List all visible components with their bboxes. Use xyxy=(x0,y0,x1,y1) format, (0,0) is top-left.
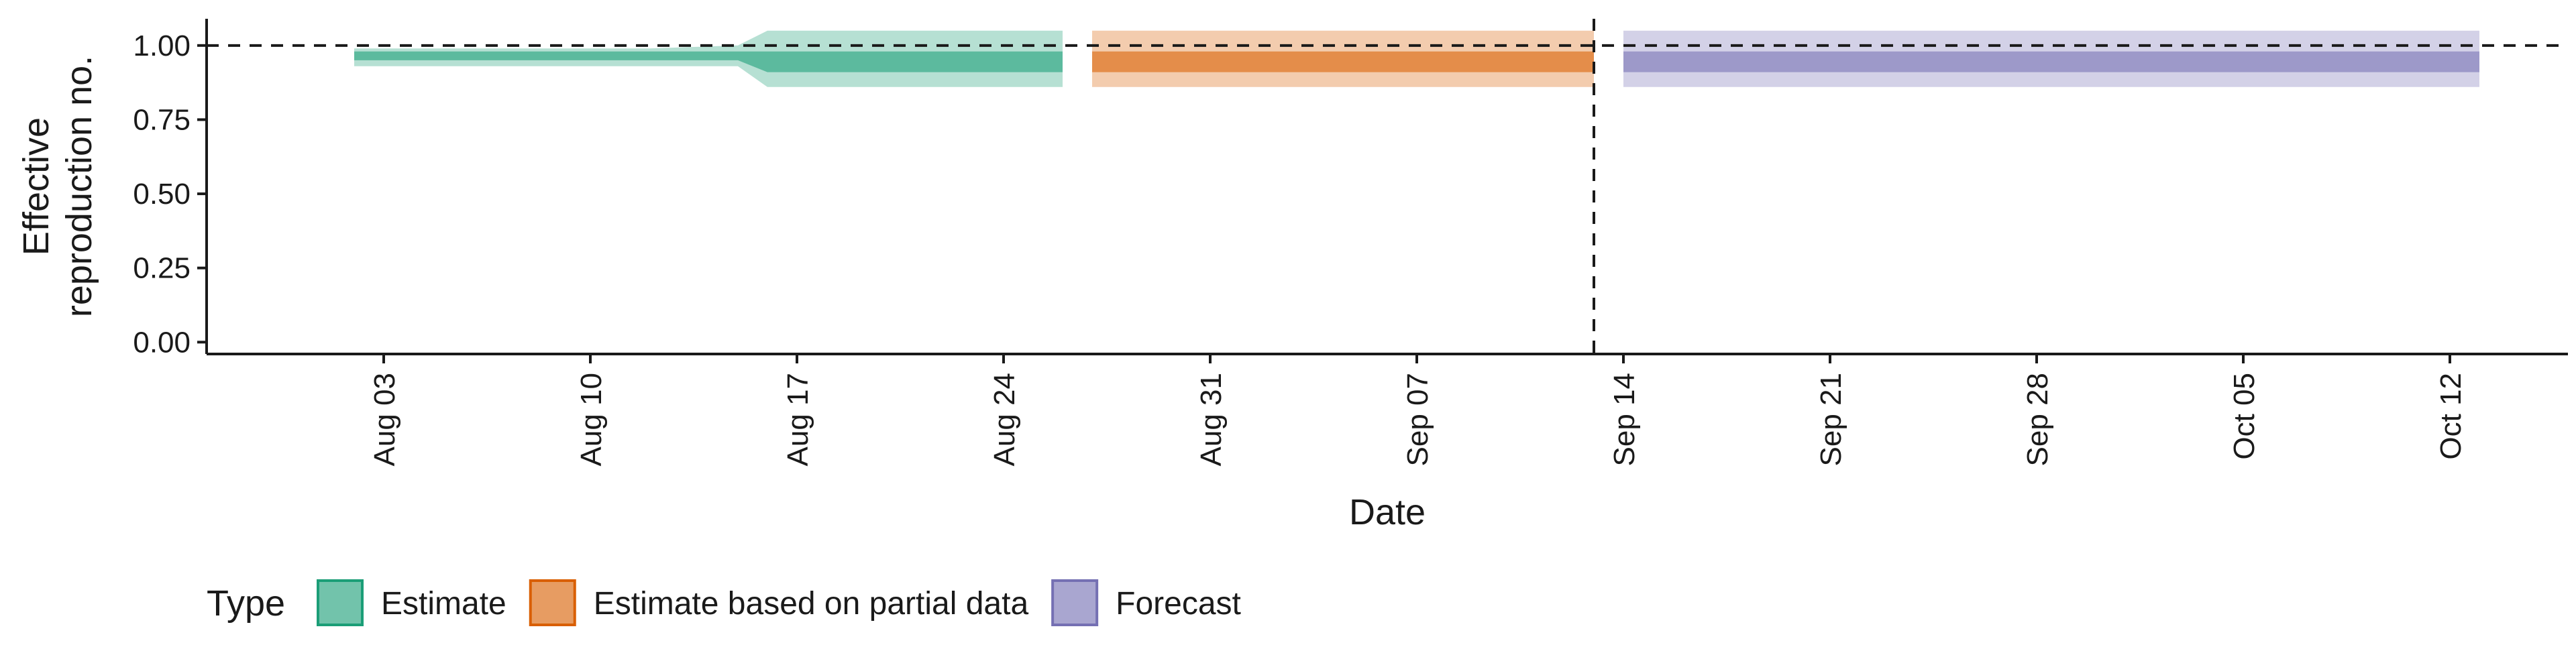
x-tick-label-5: Sep 07 xyxy=(1401,373,1434,466)
y-tick-label-2: 0.50 xyxy=(133,178,191,211)
y-tick-label-1: 0.25 xyxy=(133,252,191,285)
x-tick-label-6: Sep 14 xyxy=(1608,373,1641,466)
legend-item-3: Forecast xyxy=(1051,579,1241,626)
series-3-inner-band xyxy=(1623,51,2479,72)
legend-key-1 xyxy=(317,579,364,626)
x-tick-label-1: Aug 10 xyxy=(575,373,608,466)
y-axis-title: Effective reproduction no. xyxy=(16,56,99,317)
y-tick-label-3: 0.75 xyxy=(133,103,191,136)
legend-label-3: Forecast xyxy=(1116,586,1241,622)
legend-label-2: Estimate based on partial data xyxy=(594,586,1029,622)
series-2 xyxy=(1092,30,1594,87)
x-tick-label-7: Sep 21 xyxy=(1815,373,1847,466)
legend-item-2: Estimate based on partial data xyxy=(529,579,1029,626)
x-axis-title: Date xyxy=(1349,492,1426,532)
x-tick-label-10: Oct 12 xyxy=(2434,373,2467,460)
x-tick-label-3: Aug 24 xyxy=(988,373,1021,466)
x-tick-label-8: Sep 28 xyxy=(2021,373,2054,466)
x-tick-label-2: Aug 17 xyxy=(782,373,814,466)
legend-label-1: Estimate xyxy=(381,586,506,622)
x-tick-label-9: Oct 05 xyxy=(2228,373,2261,460)
series-1 xyxy=(354,30,1063,87)
legend-title: Type xyxy=(207,583,285,624)
x-tick-label-4: Aug 31 xyxy=(1195,373,1228,466)
y-axis-title-line-1: Effective xyxy=(16,117,56,255)
series-3 xyxy=(1623,30,2479,87)
legend-key-2 xyxy=(529,579,576,626)
legend-item-1: Estimate xyxy=(317,579,506,626)
series-1-inner-band xyxy=(354,51,1063,72)
series-2-inner-band xyxy=(1092,51,1594,72)
y-tick-label-0: 0.00 xyxy=(133,326,191,359)
y-tick-label-4: 1.00 xyxy=(133,30,191,62)
legend: Type Estimate Estimate based on partial d… xyxy=(207,579,1241,626)
axes-layer: 0.00 0.25 0.50 0.75 1.00 Aug 03 Aug 10 Aug 17 Au… xyxy=(133,19,2568,466)
y-axis-title-line-2: reproduction no. xyxy=(59,56,99,317)
reference-lines-layer xyxy=(207,19,2568,354)
bands-layer xyxy=(354,30,2479,87)
legend-key-3 xyxy=(1051,579,1099,626)
x-tick-label-0: Aug 03 xyxy=(368,373,401,466)
